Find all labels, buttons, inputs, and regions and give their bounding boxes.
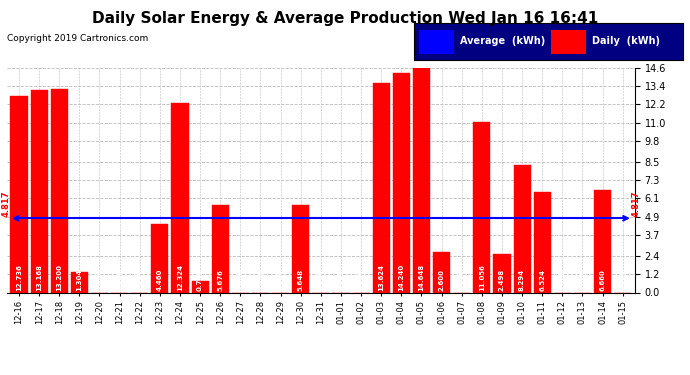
Bar xyxy=(393,73,410,292)
Text: 14.240: 14.240 xyxy=(398,264,404,291)
Bar xyxy=(151,224,168,292)
Text: 0.000: 0.000 xyxy=(237,269,244,291)
Text: 5.648: 5.648 xyxy=(297,269,304,291)
Text: 11.056: 11.056 xyxy=(479,264,485,291)
Text: Average  (kWh): Average (kWh) xyxy=(460,36,545,46)
Text: 0.740: 0.740 xyxy=(197,269,203,291)
Text: 1.304: 1.304 xyxy=(77,269,82,291)
Text: 5.676: 5.676 xyxy=(217,269,224,291)
Bar xyxy=(30,90,48,292)
Text: 13.624: 13.624 xyxy=(378,264,384,291)
Bar xyxy=(192,281,208,292)
Text: 0.000: 0.000 xyxy=(277,269,284,291)
Bar xyxy=(212,205,229,292)
Text: 6.660: 6.660 xyxy=(600,269,606,291)
Text: 0.000: 0.000 xyxy=(580,269,586,291)
Text: 2.498: 2.498 xyxy=(499,269,505,291)
Bar xyxy=(50,89,68,292)
Bar xyxy=(373,82,390,292)
Text: Daily  (kWh): Daily (kWh) xyxy=(591,36,660,46)
Text: 0.000: 0.000 xyxy=(318,269,324,291)
Text: 4.817: 4.817 xyxy=(1,190,10,217)
Bar xyxy=(493,254,511,292)
Bar xyxy=(533,192,551,292)
Text: 12.736: 12.736 xyxy=(16,264,22,291)
Bar xyxy=(594,190,611,292)
Text: 0.000: 0.000 xyxy=(459,269,465,291)
Bar xyxy=(420,30,454,54)
Text: 0.000: 0.000 xyxy=(97,269,103,291)
Text: Daily Solar Energy & Average Production Wed Jan 16 16:41: Daily Solar Energy & Average Production … xyxy=(92,11,598,26)
Text: 0.000: 0.000 xyxy=(338,269,344,291)
Text: 0.000: 0.000 xyxy=(257,269,264,291)
Text: 6.524: 6.524 xyxy=(539,269,545,291)
Bar xyxy=(551,30,586,54)
Text: 13.200: 13.200 xyxy=(56,264,62,291)
Text: 13.168: 13.168 xyxy=(36,264,42,291)
Text: 0.000: 0.000 xyxy=(117,269,123,291)
Text: 2.600: 2.600 xyxy=(439,269,444,291)
Bar xyxy=(473,122,491,292)
Text: 0.000: 0.000 xyxy=(620,269,626,291)
Text: 0.000: 0.000 xyxy=(560,269,565,291)
Bar xyxy=(171,103,188,292)
Bar xyxy=(413,67,430,292)
Text: 4.817: 4.817 xyxy=(631,190,640,217)
Bar xyxy=(71,272,88,292)
Text: Copyright 2019 Cartronics.com: Copyright 2019 Cartronics.com xyxy=(7,34,148,43)
Text: 0.000: 0.000 xyxy=(137,269,143,291)
Text: 4.460: 4.460 xyxy=(157,269,163,291)
Bar xyxy=(10,96,28,292)
Text: 8.294: 8.294 xyxy=(519,269,525,291)
Text: 0.000: 0.000 xyxy=(358,269,364,291)
Bar xyxy=(513,165,531,292)
Bar xyxy=(433,252,450,292)
Bar xyxy=(292,206,309,292)
Text: 12.324: 12.324 xyxy=(177,264,183,291)
Text: 14.648: 14.648 xyxy=(418,264,424,291)
